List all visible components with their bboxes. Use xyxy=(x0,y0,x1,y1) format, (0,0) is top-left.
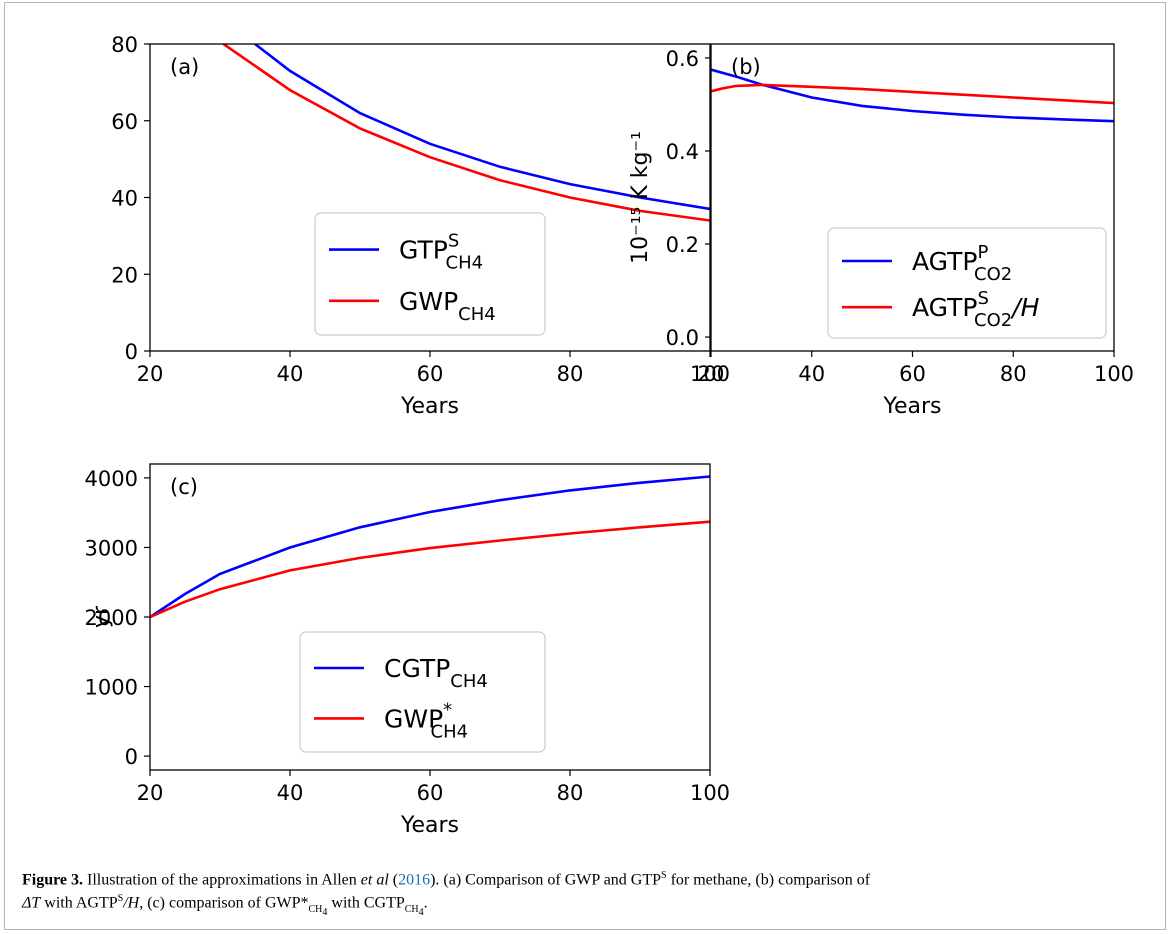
y-tick-label: 40 xyxy=(111,187,138,211)
y-tick-label: 80 xyxy=(111,33,138,57)
caption-text-7: . xyxy=(423,894,428,912)
series-line-2 xyxy=(711,83,1114,105)
figure-frame xyxy=(4,2,1166,930)
panel-label: (a) xyxy=(170,55,199,79)
x-axis-label: Years xyxy=(400,394,459,419)
caption-sup-2: S xyxy=(117,893,124,905)
legend-box xyxy=(299,631,546,753)
caption-citation-link[interactable]: 2016 xyxy=(398,871,431,889)
y-axis-label: 10⁻¹⁵ K kg⁻¹ xyxy=(628,131,653,264)
caption-etal: et al xyxy=(360,871,389,889)
caption-sub-4-1: 4 xyxy=(322,906,328,918)
caption-slash-h: /H xyxy=(123,894,140,912)
x-tick-label: 40 xyxy=(277,362,304,386)
y-tick-label: 0 xyxy=(125,745,138,769)
y-tick-label: 2000 xyxy=(85,606,138,630)
series-line-2 xyxy=(222,44,710,222)
y-tick-label: 0.2 xyxy=(666,233,699,257)
caption-label: Figure 3. xyxy=(22,871,84,889)
x-tick-label: 100 xyxy=(690,362,730,386)
y-tick-label: 4000 xyxy=(85,467,138,491)
series-line-2 xyxy=(150,520,710,619)
x-tick-label: 20 xyxy=(698,362,725,386)
x-tick-label: 100 xyxy=(690,781,730,805)
x-tick-label: 100 xyxy=(1094,362,1134,386)
x-tick-label: 60 xyxy=(899,362,926,386)
y-tick-label: 3000 xyxy=(85,536,138,560)
chart-panel-c: 20 40 60 80 10001000200030004000Yearsyr(c)CG… xyxy=(85,463,730,838)
y-tick-label: 0 xyxy=(125,340,138,364)
y-tick-label: 0.4 xyxy=(666,140,699,164)
caption-text-3: for methane, (b) comparison of xyxy=(666,871,871,889)
x-axis-label: Years xyxy=(400,813,459,838)
caption-text-1: Illustration of the approximations in Al… xyxy=(83,871,361,889)
legend-box xyxy=(314,212,546,336)
caption-cite-open: ( xyxy=(388,871,399,889)
y-tick-label: 0.6 xyxy=(666,47,699,71)
y-tick-label: 60 xyxy=(111,110,138,134)
legend-entry-1: AGTPP CO2 xyxy=(912,242,1012,285)
legend: CGTPCH4 GWP* CH4 xyxy=(299,631,546,753)
x-tick-label: 80 xyxy=(557,362,584,386)
legend: GTPS CH4 GWPCH4 xyxy=(314,212,546,336)
x-tick-label: 80 xyxy=(1000,362,1027,386)
series-line-1 xyxy=(254,44,710,211)
x-tick-label: 80 xyxy=(557,781,584,805)
caption-text-6: with CGTP xyxy=(327,894,405,912)
x-tick-label: 20 xyxy=(137,362,164,386)
x-tick-label: 40 xyxy=(798,362,825,386)
y-tick-label: 0.0 xyxy=(666,326,699,350)
caption-delta-t: ΔT xyxy=(22,894,41,912)
legend-entry-1: CGTPCH4 xyxy=(384,654,488,692)
caption-text-5: , (c) comparison of GWP* xyxy=(139,894,309,912)
x-tick-label: 40 xyxy=(277,781,304,805)
x-tick-label: 60 xyxy=(417,781,444,805)
y-axis-label: yr xyxy=(89,605,114,628)
y-tick-label: 20 xyxy=(111,263,138,287)
x-tick-label: 60 xyxy=(417,362,444,386)
y-tick-label: 1000 xyxy=(85,676,138,700)
panel-label: (b) xyxy=(731,55,761,79)
caption-text-4: with AGTP xyxy=(40,894,118,912)
chart-panel-b: 20 40 60 80 100 0.0 0.2 0.4 0.6 Years 10⁻¹⁵ K kg⁻¹… xyxy=(628,43,1134,419)
legend-entry-2: GWP* CH4 xyxy=(384,699,468,742)
series-line-1 xyxy=(711,68,1114,123)
x-tick-label: 20 xyxy=(137,781,164,805)
legend-entry-1: GTPS CH4 xyxy=(399,231,483,274)
caption-sub-ch-2: CH xyxy=(404,903,419,915)
panel-label: (c) xyxy=(170,475,198,499)
figure-caption: Figure 3. Illustration of the approximat… xyxy=(22,866,1152,922)
caption-text-2: ). (a) Comparison of GWP and GTP xyxy=(430,871,662,889)
legend-entry-2: GWPCH4 xyxy=(399,287,496,325)
caption-sub-ch-1: CH xyxy=(308,903,323,915)
legend-box xyxy=(827,227,1107,339)
caption-sup-1: S xyxy=(661,870,667,881)
series-line-1 xyxy=(150,475,710,619)
caption-sub-4-2: 4 xyxy=(418,906,424,918)
x-axis-label: Years xyxy=(882,394,941,419)
legend-entry-2: AGTPS CO2/H xyxy=(912,288,1040,331)
